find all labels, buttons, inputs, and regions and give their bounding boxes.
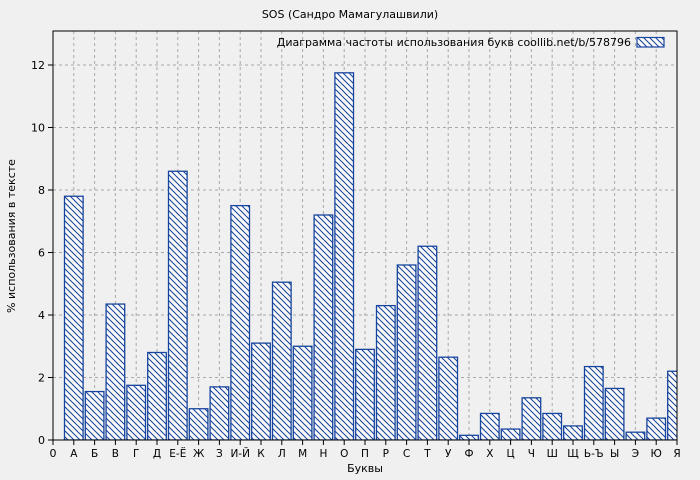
- x-tick-label: Ж: [193, 448, 205, 460]
- x-axis-label: Буквы: [347, 462, 383, 475]
- y-tick-labels: 0 2 4 6 8 10 12: [31, 59, 45, 447]
- legend-label: Диаграмма частоты использования букв coo…: [277, 36, 631, 49]
- bar: [251, 342, 271, 440]
- bar: [271, 281, 292, 440]
- y-tick-label: 10: [31, 122, 45, 135]
- y-tick-label: 8: [38, 184, 45, 197]
- x-tick-label: Э: [632, 448, 639, 460]
- x-tick-label: Г: [133, 448, 139, 460]
- y-tick-label: 12: [31, 59, 45, 72]
- bar: [334, 72, 355, 440]
- bar: [459, 434, 479, 440]
- axis-ticks: [48, 64, 678, 445]
- x-tick-label: А: [70, 448, 78, 460]
- bar: [542, 412, 563, 440]
- x-tick-label: Ф: [464, 448, 473, 460]
- bar: [105, 303, 126, 440]
- bar: [63, 195, 84, 440]
- x-tick-label: З: [216, 448, 223, 460]
- bar: [583, 365, 604, 440]
- x-tick-label: Ь-Ъ: [584, 448, 604, 460]
- x-tick-label: В: [112, 448, 119, 460]
- bar: [375, 304, 396, 440]
- y-tick-label: 4: [38, 309, 45, 322]
- x-tick-label: Я: [673, 448, 680, 460]
- x-tick-label: И-Й: [230, 447, 250, 460]
- bar: [126, 384, 147, 440]
- x-tick-label: У: [445, 448, 452, 460]
- x-tick-label: Ц: [507, 448, 515, 460]
- origin-label: 0: [50, 447, 57, 460]
- bar: [417, 245, 438, 440]
- bar: [521, 397, 542, 440]
- bar: [188, 408, 209, 440]
- x-tick-label: О: [340, 448, 348, 460]
- y-axis-label: % использования в тексте: [5, 159, 18, 313]
- bar: [355, 348, 375, 440]
- bar: [438, 356, 459, 440]
- bar: [396, 264, 417, 440]
- x-tick-label: П: [361, 448, 369, 460]
- x-tick-labels: А Б В Г Д Е-Ё Ж З И-Й К Л М Н О П Р С Т У Ф Х Ц Ч Ш Щ Ь-Ъ Ы Э Ю Я: [70, 447, 680, 460]
- x-tick-label: Н: [319, 448, 327, 460]
- x-tick-label: Ю: [651, 448, 662, 460]
- x-tick-label: Ч: [528, 448, 535, 460]
- x-tick-label: С: [403, 448, 410, 460]
- bar: [167, 170, 188, 440]
- x-tick-label: Р: [383, 448, 389, 460]
- bar: [604, 387, 625, 440]
- y-tick-label: 0: [38, 434, 45, 447]
- x-tick-label: Д: [153, 448, 161, 460]
- bar: [563, 425, 583, 440]
- bar: [147, 351, 167, 440]
- y-tick-label: 2: [38, 372, 45, 385]
- bar: [667, 370, 677, 440]
- x-tick-label: Х: [486, 448, 493, 460]
- y-tick-label: 6: [38, 247, 45, 260]
- bar: [625, 431, 646, 440]
- x-tick-label: Ы: [610, 448, 619, 460]
- bar: [209, 386, 230, 440]
- bar: [646, 417, 667, 440]
- legend-swatch: [636, 36, 665, 48]
- bar: [230, 204, 251, 440]
- x-tick-label: Т: [423, 448, 431, 460]
- chart-title: SOS (Сандро Мамагулашвили): [261, 8, 439, 21]
- x-tick-label: К: [257, 448, 265, 460]
- bar: [292, 345, 313, 440]
- x-tick-label: Е-Ё: [169, 447, 186, 460]
- bar: [500, 428, 521, 440]
- x-tick-label: М: [298, 448, 307, 460]
- bars-group: [63, 72, 677, 440]
- bar: [313, 214, 334, 440]
- x-tick-label: Ш: [547, 448, 558, 460]
- x-tick-label: Б: [91, 448, 98, 460]
- bar: [84, 390, 105, 440]
- x-tick-label: Щ: [567, 448, 579, 460]
- bar: [479, 412, 500, 440]
- gridlines: [53, 31, 677, 440]
- x-tick-label: Л: [278, 448, 286, 460]
